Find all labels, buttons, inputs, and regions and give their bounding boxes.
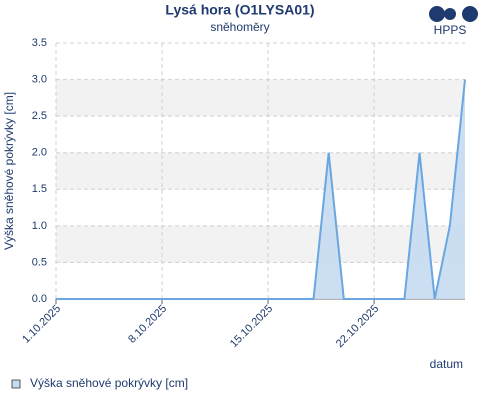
x-tick-label: 22.10.2025	[334, 303, 381, 350]
y-tick-label: 0.0	[32, 293, 47, 305]
y-tick-label: 2.0	[32, 147, 47, 159]
y-tick-label: 2.5	[32, 110, 47, 122]
logo-text: HPPS	[434, 23, 467, 37]
x-tick-label: 15.10.2025	[228, 303, 275, 350]
plot-band	[56, 225, 465, 263]
x-tick-label: 1.10.2025	[20, 303, 63, 346]
legend-label: Výška sněhové pokrývky [cm]	[30, 376, 188, 390]
area-line	[56, 79, 466, 300]
y-tick-label: 1.0	[32, 220, 47, 232]
y-tick-label: 3.0	[32, 73, 47, 85]
plot-band	[56, 152, 465, 190]
logo: HPPS	[429, 6, 478, 37]
y-tick-label: 0.5	[32, 256, 47, 268]
y-axis-label: Výška sněhové pokrývky [cm]	[2, 92, 16, 250]
plot-band	[56, 79, 465, 117]
y-tick-label: 3.5	[32, 37, 47, 49]
chart-subtitle: sněhoměry	[210, 20, 269, 34]
x-axis-label: datum	[430, 357, 463, 371]
area-fill	[56, 79, 465, 299]
y-tick-label: 1.5	[32, 183, 47, 195]
x-tick-label: 8.10.2025	[126, 303, 169, 346]
chart-title: Lysá hora (O1LYSA01)	[165, 2, 314, 18]
legend-swatch	[11, 379, 21, 389]
